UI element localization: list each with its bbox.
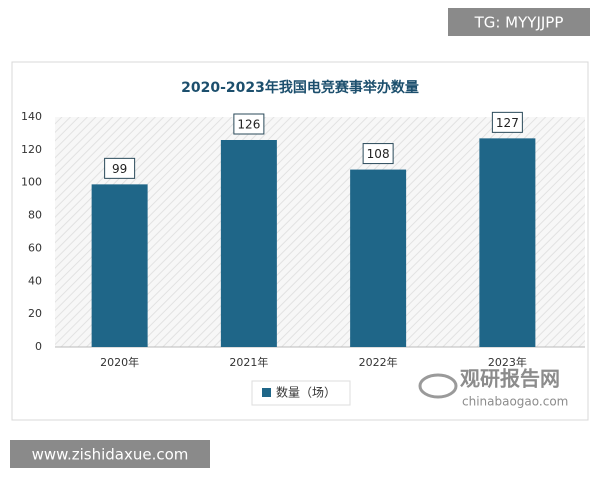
data-label: 108: [367, 147, 390, 161]
y-tick-label: 40: [28, 274, 42, 287]
x-tick-label: 2022年: [359, 355, 398, 369]
bar: [350, 169, 407, 347]
data-label-box: [362, 143, 394, 165]
y-tick-label: 100: [21, 176, 42, 189]
y-tick-label: 20: [28, 307, 42, 320]
bar: [479, 138, 536, 347]
x-tick-label: 2020年: [100, 355, 139, 369]
logo-icon: [418, 373, 458, 399]
bar: [91, 184, 148, 347]
watermark: TG: MYYJJPP: [474, 14, 564, 32]
bar: [220, 140, 277, 347]
logo-url: chinabaogao.com: [462, 395, 568, 409]
chart-title: 2020-2023年我国电竞赛事举办数量: [181, 79, 419, 96]
watermark-box: [448, 8, 590, 36]
y-tick-label: 140: [21, 110, 42, 123]
data-label-box: [104, 157, 136, 179]
y-tick-label: 120: [21, 143, 42, 156]
logo-name: 观研报告网: [460, 367, 560, 391]
y-tick-label: 80: [28, 209, 42, 222]
data-label: 99: [112, 162, 127, 176]
y-tick-label: 0: [35, 340, 42, 353]
legend-swatch: [262, 388, 271, 397]
legend-label: 数量（场）: [276, 385, 336, 400]
y-tick-label: 60: [28, 241, 42, 254]
data-label-box: [491, 111, 523, 133]
data-label-box: [233, 113, 265, 135]
x-tick-label: 2023年: [488, 355, 527, 369]
watermark-box: [10, 440, 210, 468]
x-tick-label: 2021年: [229, 355, 268, 369]
data-label: 126: [237, 118, 260, 132]
watermark: www.zishidaxue.com: [32, 446, 189, 464]
data-label: 127: [496, 116, 519, 130]
